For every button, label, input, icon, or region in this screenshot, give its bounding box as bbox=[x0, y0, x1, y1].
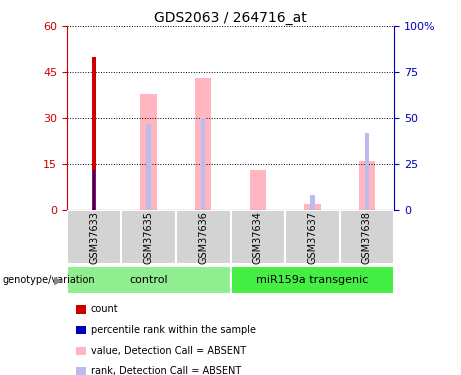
Text: count: count bbox=[91, 304, 118, 314]
Bar bbox=[92, 57, 96, 210]
FancyBboxPatch shape bbox=[230, 210, 285, 264]
Bar bbox=[304, 204, 320, 210]
Bar bbox=[147, 124, 151, 210]
Bar bbox=[310, 195, 314, 210]
FancyBboxPatch shape bbox=[67, 266, 230, 294]
Bar bbox=[359, 161, 375, 210]
Text: GSM37634: GSM37634 bbox=[253, 211, 263, 264]
Text: genotype/variation: genotype/variation bbox=[2, 275, 95, 285]
Bar bbox=[365, 134, 369, 210]
Text: ▶: ▶ bbox=[54, 275, 62, 285]
Text: value, Detection Call = ABSENT: value, Detection Call = ABSENT bbox=[91, 346, 246, 355]
FancyBboxPatch shape bbox=[176, 210, 230, 264]
FancyBboxPatch shape bbox=[121, 210, 176, 264]
FancyBboxPatch shape bbox=[230, 266, 394, 294]
Bar bbox=[201, 118, 206, 210]
FancyBboxPatch shape bbox=[67, 210, 121, 264]
Text: GSM37635: GSM37635 bbox=[144, 211, 154, 264]
Bar bbox=[249, 170, 266, 210]
FancyBboxPatch shape bbox=[340, 210, 394, 264]
Text: miR159a transgenic: miR159a transgenic bbox=[256, 275, 368, 285]
Bar bbox=[93, 170, 95, 210]
Bar bbox=[195, 78, 212, 210]
Text: GSM37633: GSM37633 bbox=[89, 211, 99, 264]
Text: rank, Detection Call = ABSENT: rank, Detection Call = ABSENT bbox=[91, 366, 241, 375]
Text: percentile rank within the sample: percentile rank within the sample bbox=[91, 325, 256, 335]
Text: GSM37638: GSM37638 bbox=[362, 211, 372, 264]
Bar bbox=[141, 94, 157, 210]
Title: GDS2063 / 264716_at: GDS2063 / 264716_at bbox=[154, 11, 307, 25]
FancyBboxPatch shape bbox=[285, 210, 340, 264]
Text: GSM37637: GSM37637 bbox=[307, 211, 317, 264]
Text: GSM37636: GSM37636 bbox=[198, 211, 208, 264]
Text: control: control bbox=[130, 275, 168, 285]
